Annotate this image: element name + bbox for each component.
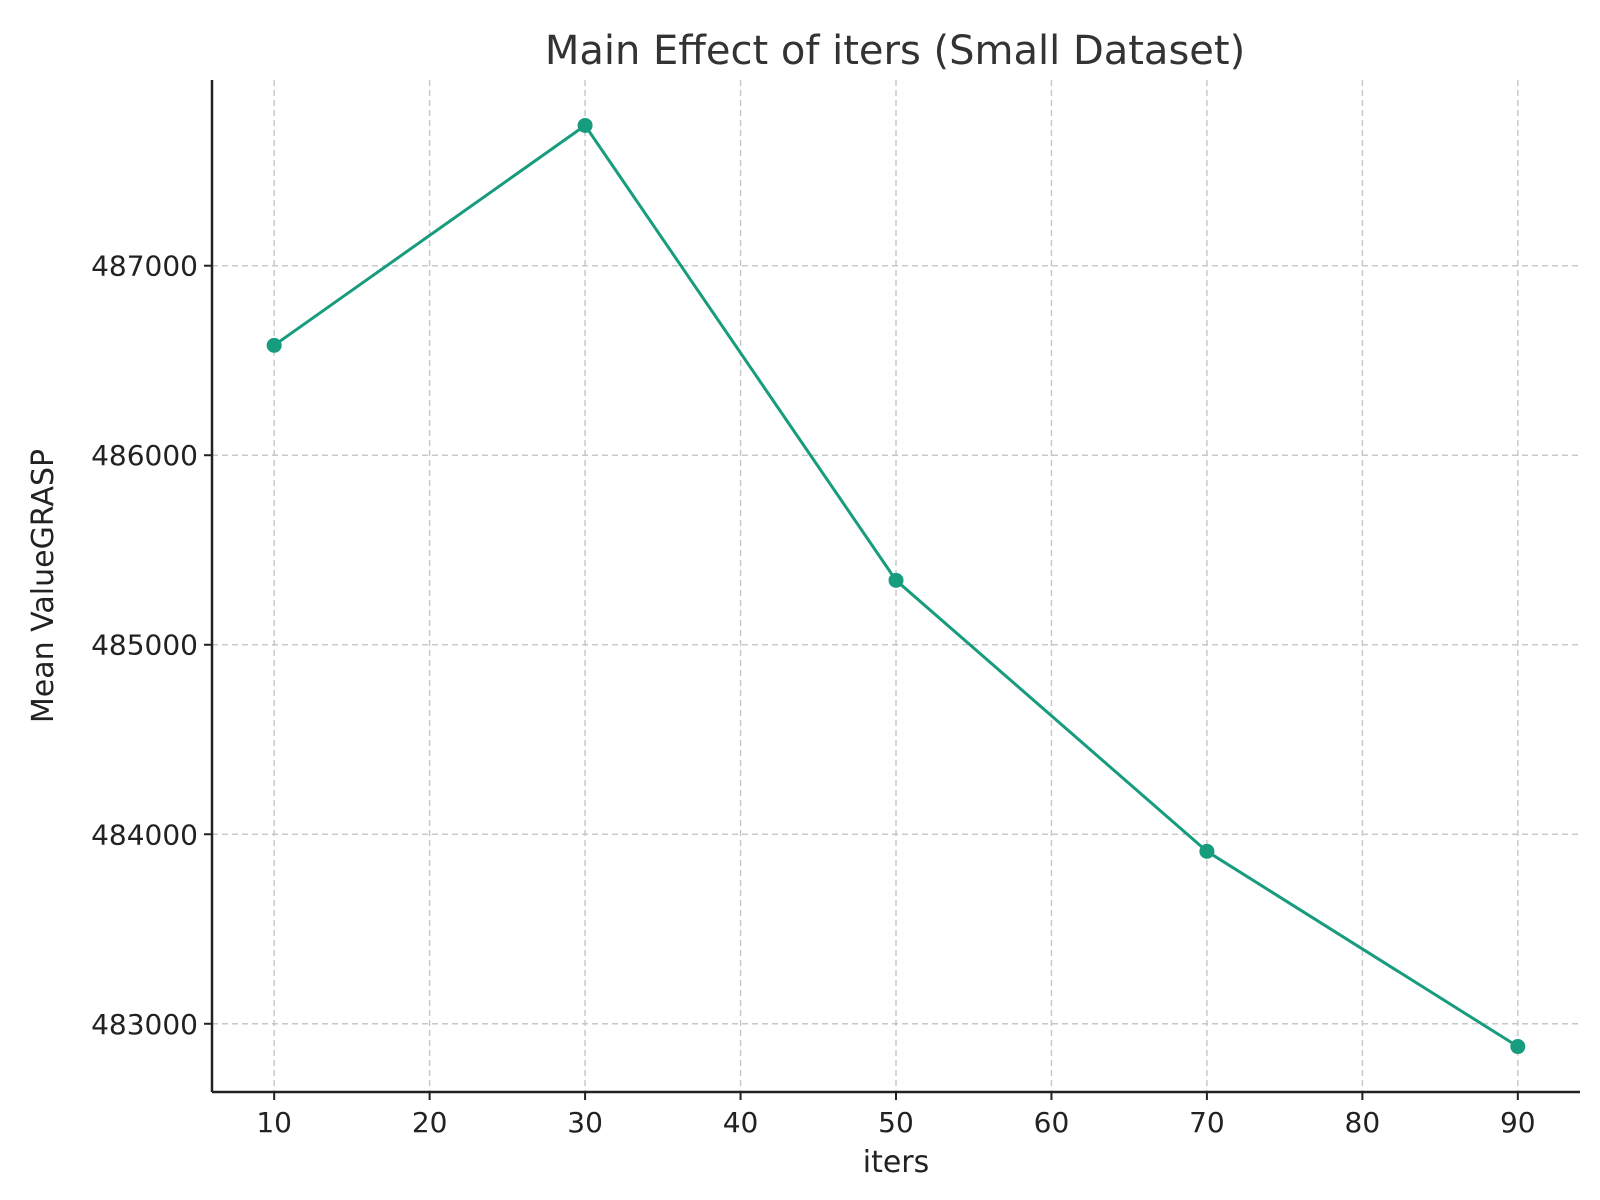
x-tick-label: 30 (567, 1106, 603, 1139)
x-tick-label: 50 (878, 1106, 914, 1139)
data-point (1510, 1039, 1526, 1055)
x-tick-label: 90 (1500, 1106, 1536, 1139)
chart-title: Main Effect of iters (Small Dataset) (545, 28, 1245, 74)
y-axis-label: Mean ValueGRASP (26, 449, 61, 723)
x-tick-label: 70 (1189, 1106, 1225, 1139)
grid (212, 80, 1580, 1092)
data-point (266, 337, 282, 353)
x-tick-label: 20 (412, 1106, 448, 1139)
x-axis-ticks: 10 20 30 40 50 60 70 80 90 (256, 1092, 1536, 1139)
x-tick-label: 60 (1034, 1106, 1070, 1139)
x-axis-label: iters (863, 1145, 930, 1180)
series-layer (266, 117, 1526, 1055)
data-point (1199, 843, 1215, 859)
y-tick-label: 483000 (91, 1008, 198, 1041)
data-point (888, 572, 904, 588)
data-point (577, 117, 593, 133)
x-tick-label: 40 (723, 1106, 759, 1139)
y-tick-label: 485000 (91, 629, 198, 662)
y-tick-label: 486000 (91, 439, 198, 472)
x-tick-label: 80 (1345, 1106, 1381, 1139)
y-axis-ticks: 483000 484000 485000 486000 487000 (91, 250, 212, 1041)
y-tick-label: 484000 (91, 818, 198, 851)
y-tick-label: 487000 (91, 250, 198, 283)
x-tick-label: 10 (256, 1106, 292, 1139)
